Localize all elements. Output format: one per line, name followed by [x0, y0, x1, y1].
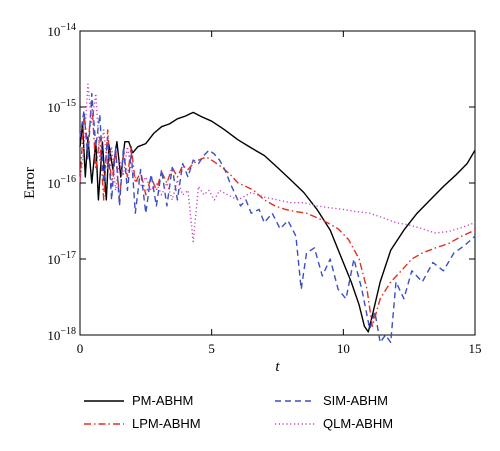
series-line-qlm-abhm: [79, 83, 476, 243]
x-tick-label: 15: [469, 341, 482, 356]
series-line-lpm-abhm: [79, 100, 476, 327]
y-tick-label: 10−15: [47, 98, 76, 115]
series-line-pm-abhm: [79, 111, 476, 333]
x-tick-label: 5: [208, 341, 215, 356]
y-tick-label: 10−14: [47, 22, 76, 39]
y-axis-label: Error: [22, 167, 38, 199]
legend: PM-ABHM LPM-ABHM SIM-ABHM QLM-ABHM: [84, 393, 393, 431]
x-tick-label: 10: [337, 341, 350, 356]
tick-layer: 0 5 10 15 10−18 10−17 10−16 10−15 10−14: [47, 22, 481, 356]
legend-label-pm-abhm: PM-ABHM: [132, 393, 193, 408]
series-layer: [79, 83, 476, 344]
x-axis-label: t: [275, 359, 280, 375]
x-tick-label: 0: [77, 341, 84, 356]
legend-label-lpm-abhm: LPM-ABHM: [132, 416, 201, 431]
series-line-sim-abhm: [79, 92, 476, 344]
y-tick-label: 10−17: [47, 250, 76, 267]
y-tick-label: 10−18: [47, 326, 76, 343]
y-tick-label: 10−16: [47, 174, 76, 191]
legend-label-sim-abhm: SIM-ABHM: [323, 393, 388, 408]
legend-label-qlm-abhm: QLM-ABHM: [323, 416, 393, 431]
